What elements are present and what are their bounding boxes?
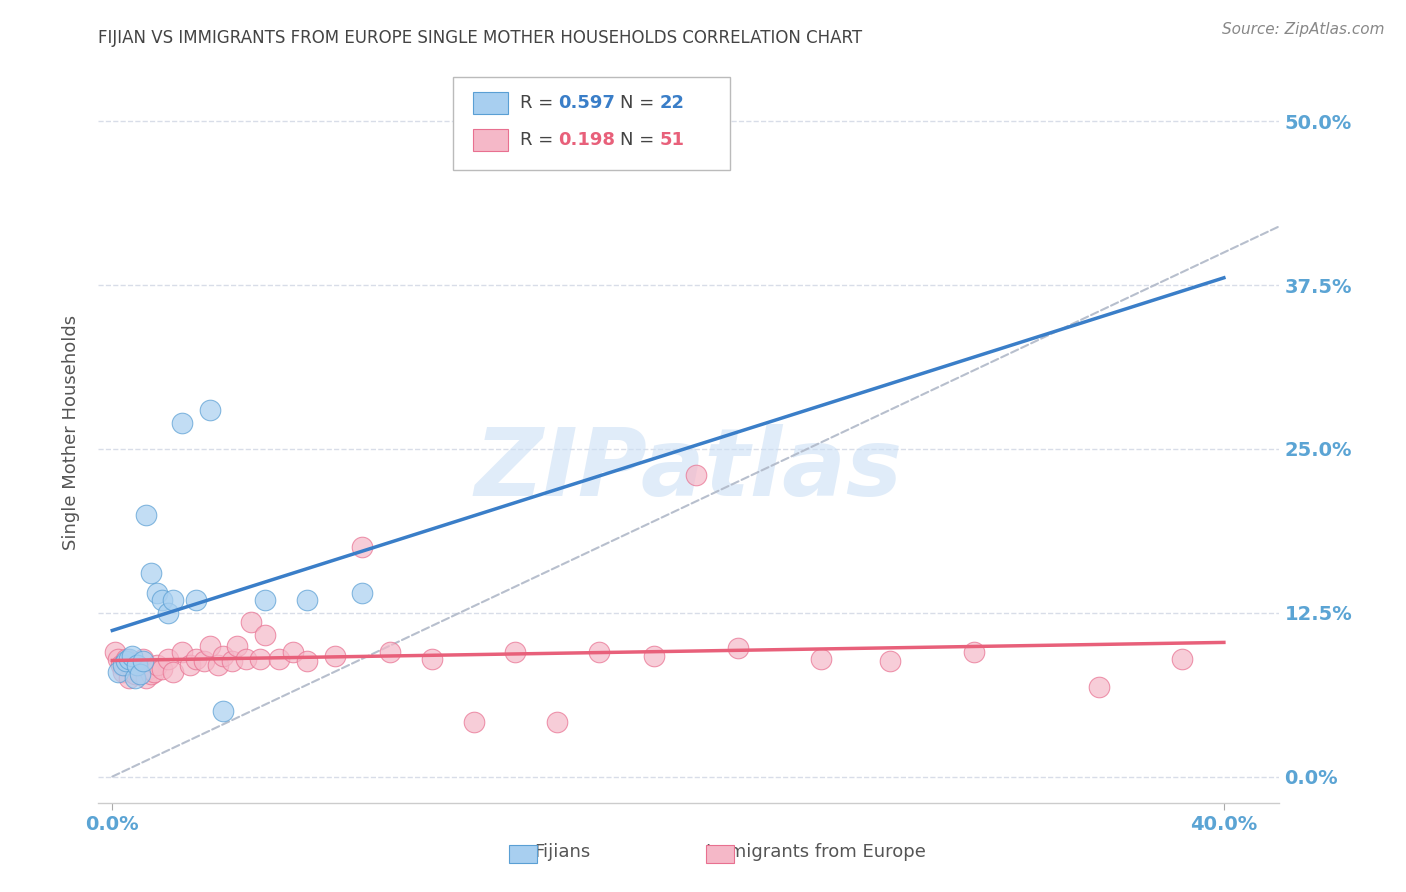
Point [226,639,249,653]
Text: N =: N = [620,95,661,112]
Text: Source: ZipAtlas.com: Source: ZipAtlas.com [1222,22,1385,37]
Point [212,648,235,663]
Point [141,667,163,681]
Text: 22: 22 [659,95,685,112]
Text: Fijians: Fijians [534,843,591,861]
Point [162,592,184,607]
Point [879,654,901,668]
Point [146,658,169,673]
Point [198,639,221,653]
Point [207,658,229,673]
Point [235,651,257,665]
Point [727,641,749,656]
Point [685,468,707,483]
Point [643,648,665,663]
Point [110,658,132,673]
Point [107,665,129,679]
Point [184,651,207,665]
Point [323,648,346,663]
Point [281,645,304,659]
Point [254,628,277,642]
Point [212,704,235,718]
Text: 51: 51 [659,131,685,149]
Point [112,665,135,679]
Point [380,645,402,659]
Point [546,714,568,729]
Point [352,541,374,555]
Point [810,651,832,665]
Point [463,714,485,729]
Text: Immigrants from Europe: Immigrants from Europe [706,843,925,861]
Point [135,671,157,685]
Point [118,671,141,685]
Text: N =: N = [620,131,661,149]
Point [295,654,318,668]
Point [170,416,193,430]
Point [963,645,986,659]
Point [127,658,149,673]
Point [132,651,155,665]
Point [146,586,169,600]
Point [240,615,263,629]
Point [150,662,173,676]
Point [104,645,127,659]
Point [249,651,271,665]
Text: 0.198: 0.198 [558,131,614,149]
Point [184,592,207,607]
Point [198,402,221,417]
Point [503,645,526,659]
Text: 0.597: 0.597 [558,95,614,112]
Point [150,592,173,607]
Point [112,658,135,673]
Point [352,586,374,600]
Point [588,645,610,659]
Point [254,592,277,607]
Point [143,665,166,679]
Point [1088,681,1111,695]
Point [221,654,243,668]
Text: R =: R = [520,95,560,112]
FancyBboxPatch shape [472,92,508,114]
Point [141,566,163,581]
Point [124,667,146,681]
Point [1171,651,1194,665]
Point [138,662,160,676]
Point [267,651,290,665]
Point [193,654,215,668]
Point [295,592,318,607]
Point [135,508,157,522]
Point [156,606,179,620]
Point [118,651,141,665]
Point [127,658,149,673]
Point [124,671,146,685]
Point [107,651,129,665]
Text: FIJIAN VS IMMIGRANTS FROM EUROPE SINGLE MOTHER HOUSEHOLDS CORRELATION CHART: FIJIAN VS IMMIGRANTS FROM EUROPE SINGLE … [98,29,862,47]
Point [420,651,443,665]
Point [132,654,155,668]
Text: ZIPatlas: ZIPatlas [475,424,903,516]
Point [162,665,184,679]
FancyBboxPatch shape [472,129,508,152]
FancyBboxPatch shape [453,78,730,169]
Point [115,651,138,665]
Point [121,662,143,676]
Point [179,658,201,673]
Point [170,645,193,659]
Point [115,654,138,668]
Point [129,667,152,681]
Point [156,651,179,665]
Point [121,648,143,663]
Y-axis label: Single Mother Households: Single Mother Households [62,315,80,550]
Text: R =: R = [520,131,560,149]
Point [129,665,152,679]
